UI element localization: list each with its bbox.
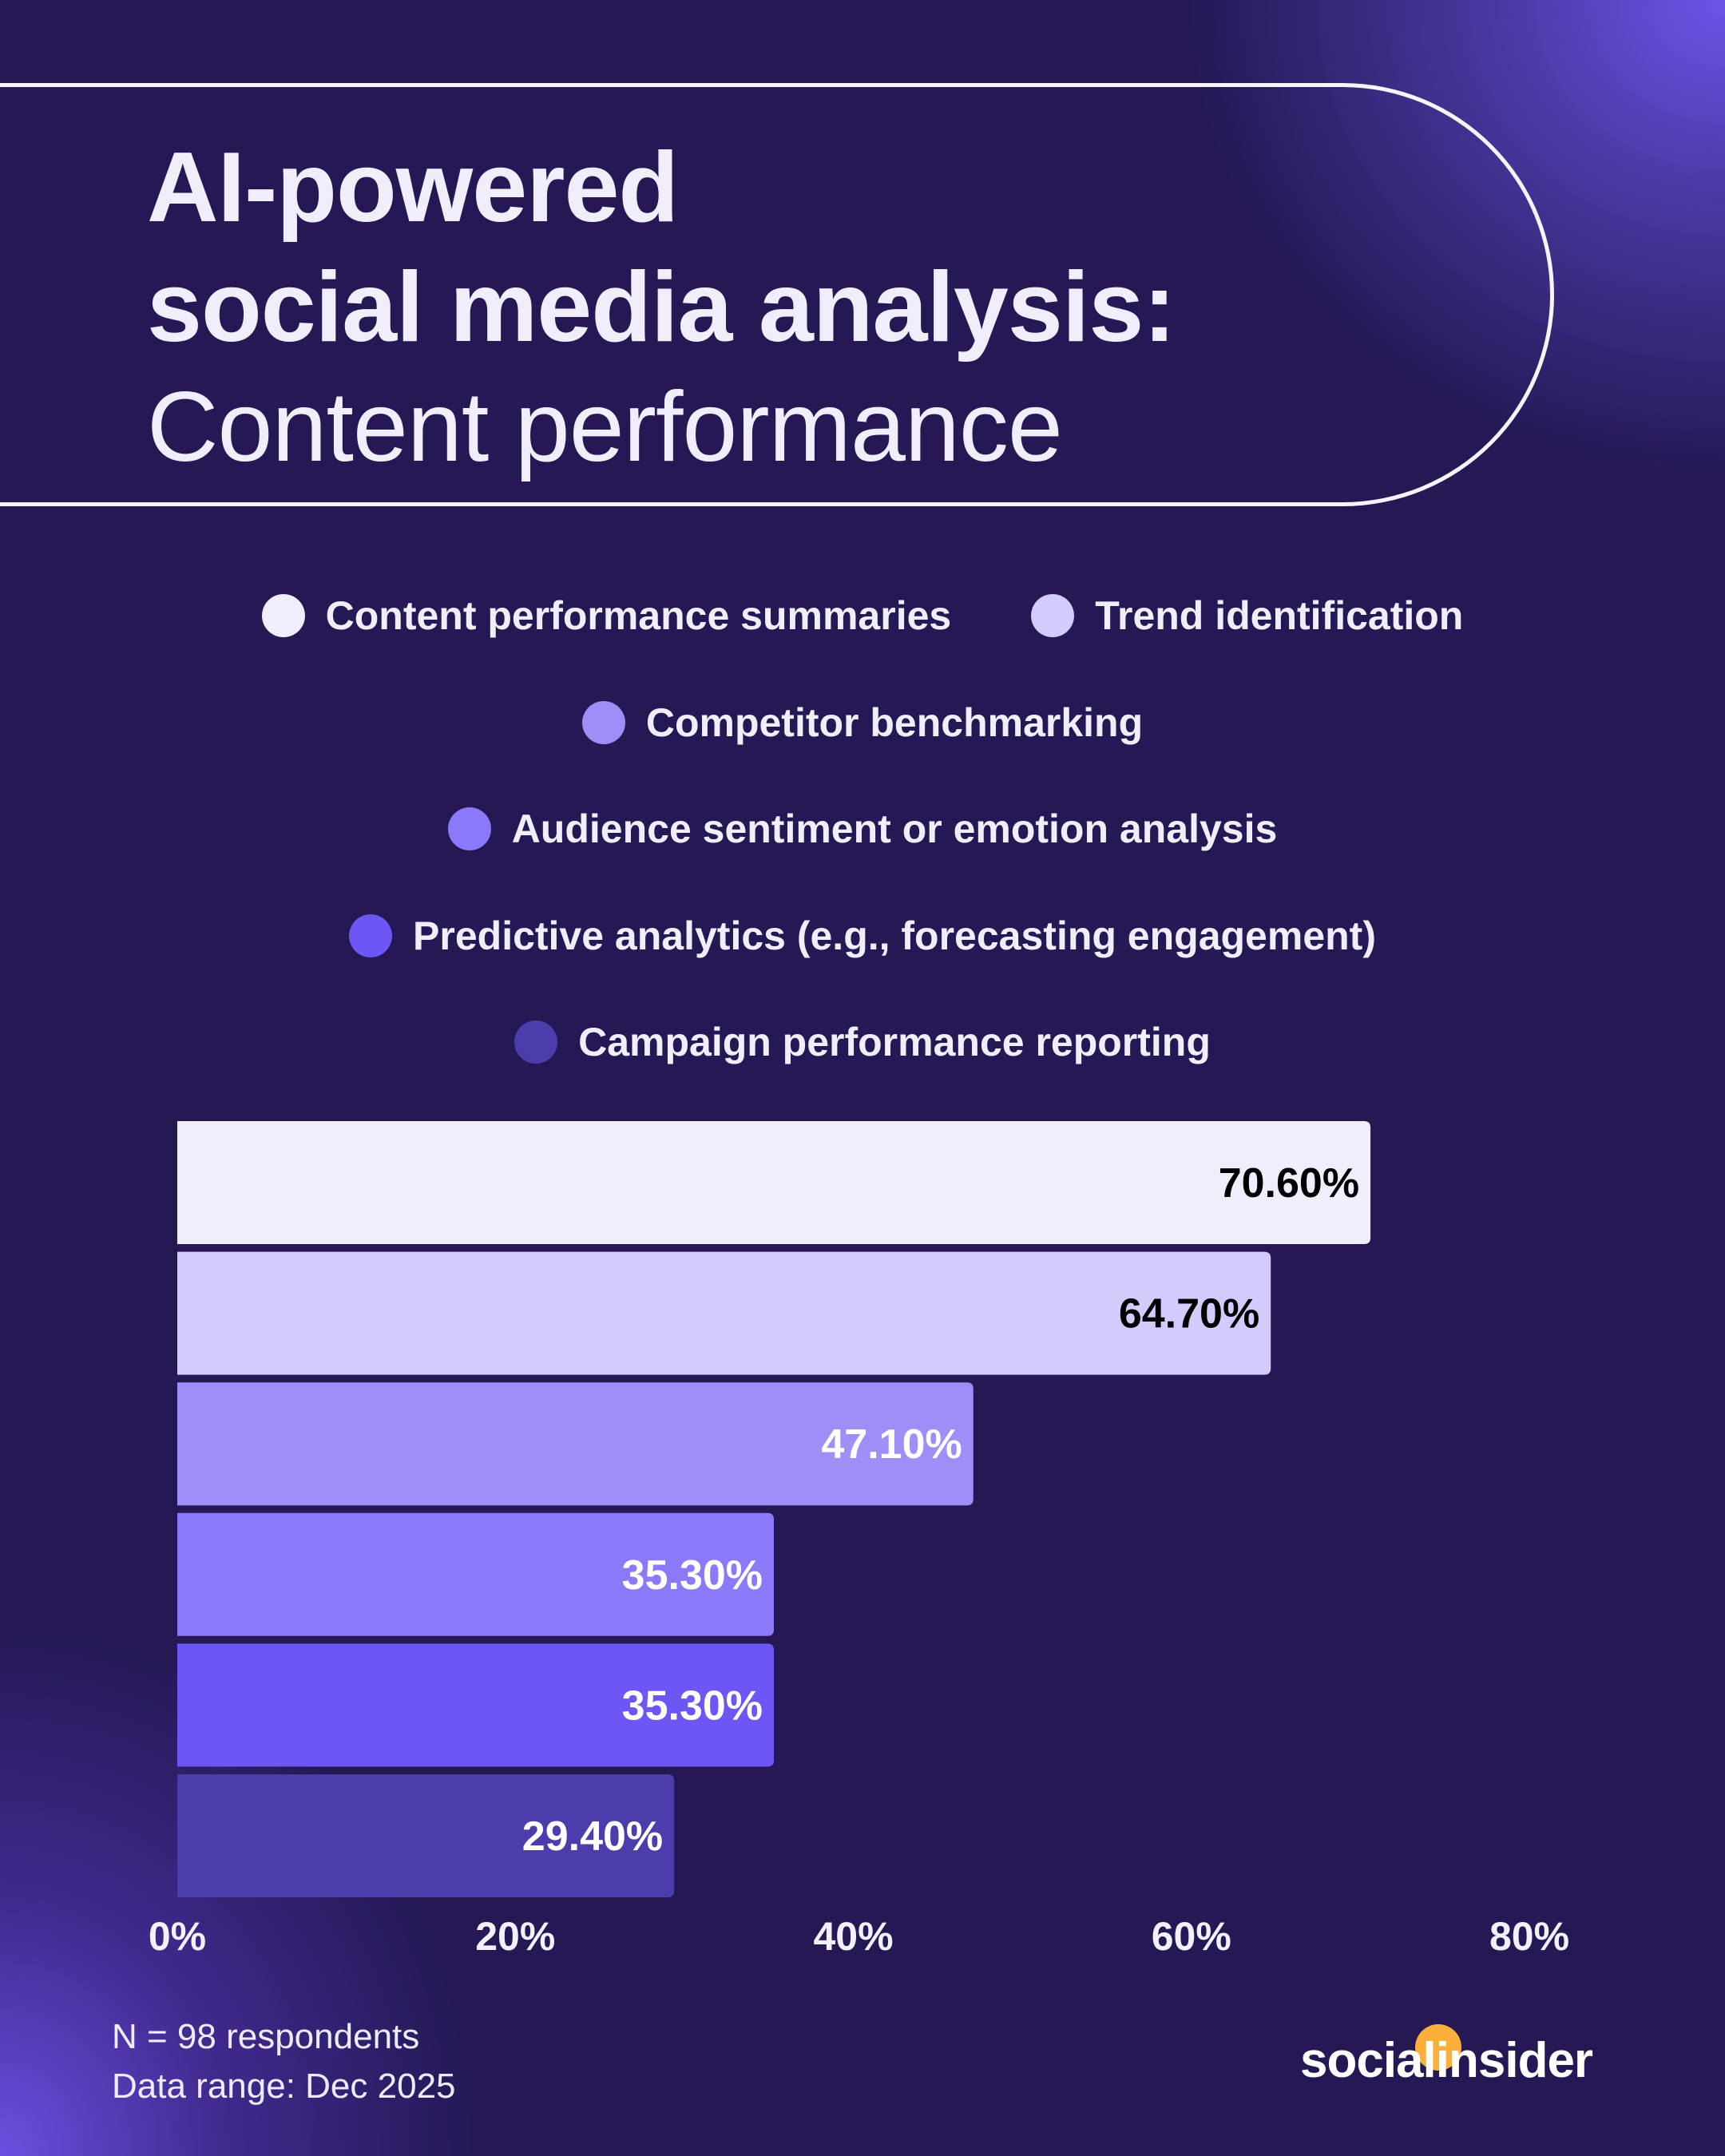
- title-frame: [0, 83, 1554, 506]
- x-tick-label: 60%: [1152, 1914, 1231, 1959]
- legend-item: Campaign performance reporting: [514, 1019, 1211, 1065]
- data-label: 29.40%: [522, 1813, 663, 1860]
- legend-item: Content performance summaries: [261, 593, 952, 639]
- bar: [177, 1251, 1271, 1375]
- legend-item: Competitor benchmarking: [581, 700, 1144, 746]
- x-tick-label: 80%: [1489, 1914, 1569, 1959]
- bar: [177, 1643, 775, 1767]
- data-range: Data range: Dec 2025: [112, 2067, 456, 2106]
- bar: [176, 1382, 974, 1506]
- legend-dot-icon: [514, 1021, 558, 1064]
- title-line-1: AI-powered: [147, 133, 679, 243]
- data-label: 70.60%: [1219, 1160, 1359, 1207]
- legend-dot-icon: [447, 807, 491, 850]
- title-line-2: social media analysis:: [147, 252, 1176, 363]
- legend-label: Predictive analytics (e.g., forecasting …: [413, 914, 1376, 958]
- legend-row: Campaign performance reporting: [0, 1019, 1725, 1065]
- legend-item: Predictive analytics (e.g., forecasting …: [349, 913, 1376, 959]
- logo-dot-icon: [1415, 2024, 1461, 2071]
- legend-label: Content performance summaries: [325, 593, 952, 638]
- bar: [177, 1512, 775, 1636]
- legend-row: Audience sentiment or emotion analysis: [0, 806, 1725, 852]
- bar: [177, 1121, 1371, 1244]
- legend-dot-icon: [581, 701, 625, 744]
- data-label: 35.30%: [622, 1552, 763, 1599]
- legend-label: Competitor benchmarking: [645, 700, 1144, 745]
- x-tick-label: 40%: [813, 1914, 893, 1959]
- legend-row: Competitor benchmarking: [0, 700, 1725, 746]
- legend-label: Trend identification: [1095, 593, 1464, 638]
- data-label: 47.10%: [821, 1421, 962, 1468]
- sample-size: N = 98 respondents: [112, 2017, 420, 2056]
- legend-item: Trend identification: [1031, 593, 1463, 639]
- legend-item: Audience sentiment or emotion analysis: [447, 806, 1278, 852]
- legend-dot-icon: [1031, 594, 1075, 637]
- legend-dot-icon: [261, 594, 305, 637]
- footer-notes: N = 98 respondents Data range: Dec 2025: [112, 2012, 456, 2111]
- legend-dot-icon: [349, 914, 393, 957]
- logo: socialinsider: [1300, 2033, 1593, 2088]
- title-line-3: Content performance: [147, 372, 1063, 482]
- data-label: 64.70%: [1119, 1291, 1259, 1338]
- bar: [177, 1774, 675, 1897]
- data-label: 35.30%: [622, 1682, 763, 1729]
- x-tick-label: 20%: [475, 1914, 555, 1959]
- legend-label: Campaign performance reporting: [578, 1020, 1211, 1064]
- legend-label: Audience sentiment or emotion analysis: [511, 807, 1278, 851]
- legend-row: Predictive analytics (e.g., forecasting …: [0, 913, 1725, 959]
- page-title: AI-powered social media analysis: Conten…: [147, 128, 1176, 487]
- x-tick-label: 0%: [149, 1914, 206, 1959]
- legend-row: Content performance summaries Trend ident…: [0, 593, 1725, 639]
